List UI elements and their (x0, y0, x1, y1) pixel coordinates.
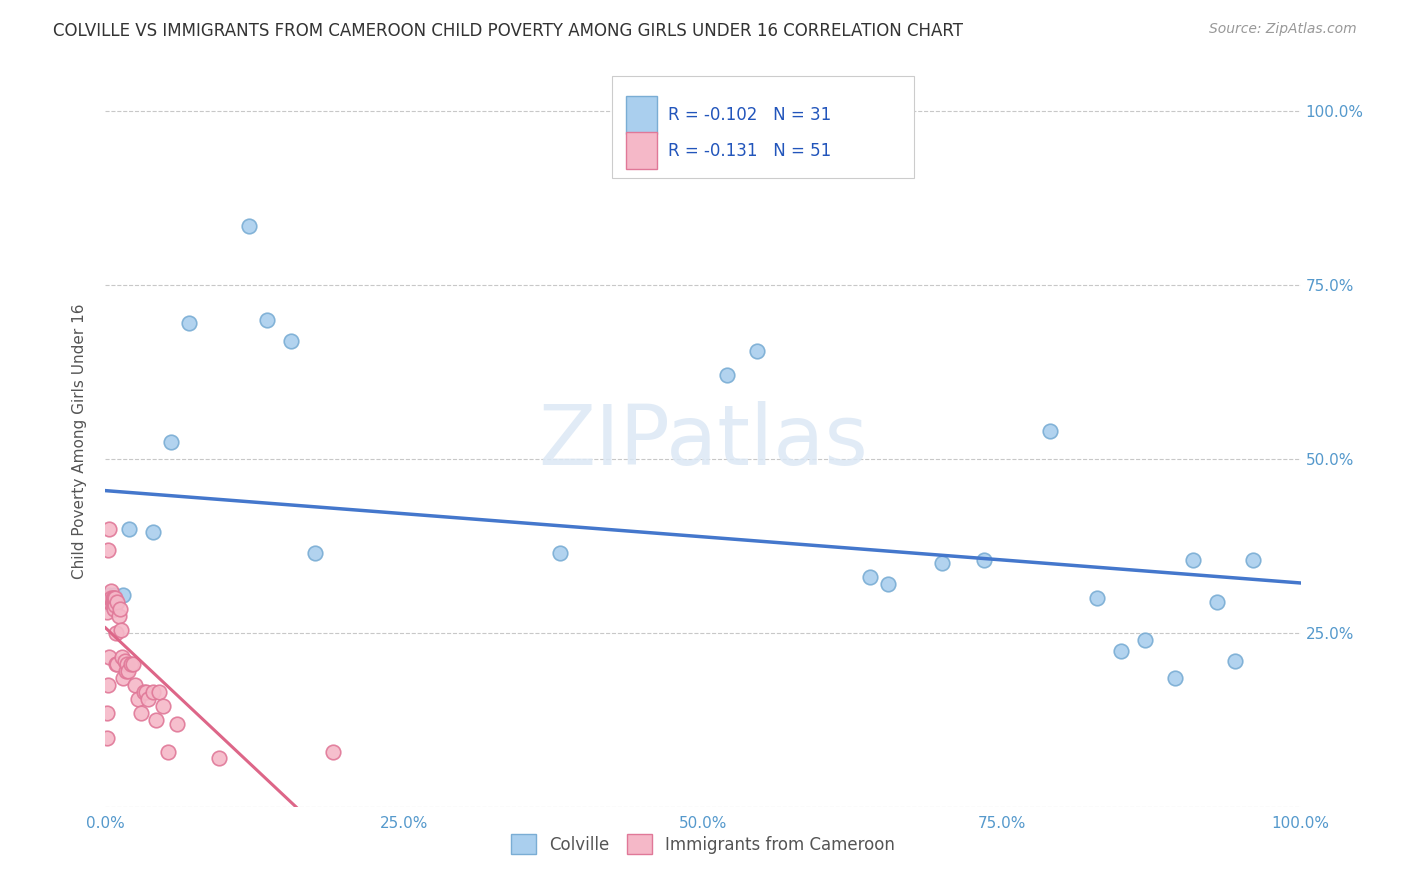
Point (110, 623, 132, 637)
Point (98, 588, 121, 602)
Point (105, 657, 128, 672)
Point (145, 713, 167, 727)
Point (103, 591, 125, 606)
Point (117, 665, 139, 679)
Point (98, 595, 121, 609)
Point (114, 665, 136, 679)
Text: R = -0.131   N = 51: R = -0.131 N = 51 (668, 142, 831, 160)
Point (103, 601, 125, 615)
Point (103, 601, 125, 615)
Point (1181, 553, 1204, 567)
Point (877, 577, 900, 591)
Point (97, 678, 120, 692)
Text: R = -0.102   N = 31: R = -0.102 N = 31 (668, 106, 831, 124)
Point (98, 522, 121, 536)
Point (138, 692, 160, 706)
Point (100, 599, 122, 613)
Y-axis label: Child Poverty Among Girls Under 16: Child Poverty Among Girls Under 16 (72, 304, 87, 579)
Point (114, 654, 136, 668)
Point (238, 219, 260, 233)
Point (98, 591, 121, 606)
Point (97, 542, 120, 557)
Point (103, 588, 125, 602)
Point (135, 685, 157, 699)
Point (105, 626, 128, 640)
Point (304, 546, 326, 560)
Point (108, 601, 131, 615)
Point (107, 608, 129, 623)
Point (100, 591, 122, 606)
Point (105, 595, 128, 609)
Point (98, 595, 121, 609)
Point (100, 584, 122, 599)
Text: Source: ZipAtlas.com: Source: ZipAtlas.com (1209, 22, 1357, 37)
Point (548, 546, 571, 560)
Point (256, 312, 278, 326)
Point (107, 595, 129, 609)
Point (103, 595, 125, 609)
Point (101, 591, 124, 606)
Point (160, 434, 183, 449)
Point (280, 334, 302, 348)
Point (124, 678, 146, 692)
Point (1223, 654, 1246, 668)
Point (96, 706, 118, 721)
Point (118, 522, 141, 536)
Point (745, 343, 768, 358)
Point (208, 751, 231, 765)
Point (177, 316, 201, 330)
Point (716, 368, 738, 383)
Point (98, 650, 121, 665)
Point (127, 692, 149, 706)
Point (97, 591, 120, 606)
Point (104, 595, 127, 609)
Text: COLVILLE VS IMMIGRANTS FROM CAMEROON CHILD POVERTY AMONG GIRLS UNDER 16 CORRELAT: COLVILLE VS IMMIGRANTS FROM CAMEROON CHI… (53, 22, 963, 40)
Point (321, 745, 344, 759)
Point (152, 699, 174, 714)
Point (859, 570, 882, 584)
Point (1241, 553, 1264, 567)
Point (142, 685, 165, 699)
Point (107, 657, 129, 672)
Point (104, 591, 127, 606)
Point (129, 706, 153, 721)
Point (166, 716, 188, 731)
Text: ZIPatlas: ZIPatlas (538, 401, 868, 482)
Point (112, 588, 135, 602)
Point (104, 599, 127, 613)
Point (1133, 633, 1156, 648)
Point (1111, 643, 1133, 657)
Point (101, 599, 124, 613)
Point (112, 672, 135, 686)
Point (101, 595, 124, 609)
Point (142, 525, 165, 540)
Point (96, 605, 118, 619)
Point (101, 591, 124, 606)
Legend: Colville, Immigrants from Cameroon: Colville, Immigrants from Cameroon (505, 828, 901, 861)
Point (973, 553, 995, 567)
Point (122, 657, 145, 672)
Point (1206, 595, 1229, 609)
Point (115, 657, 138, 672)
Point (1038, 424, 1062, 438)
Point (931, 557, 953, 571)
Point (1085, 591, 1108, 606)
Point (132, 685, 155, 699)
Point (111, 650, 134, 665)
Point (1164, 672, 1187, 686)
Point (148, 685, 170, 699)
Point (156, 745, 179, 759)
Point (120, 657, 142, 672)
Point (96, 731, 118, 745)
